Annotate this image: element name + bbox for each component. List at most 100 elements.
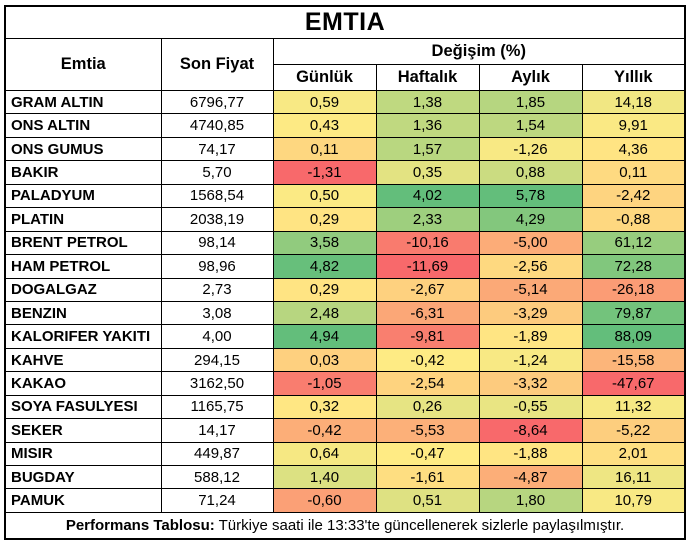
change-cell-monthly: -4,87 [478, 464, 583, 490]
commodity-name-cell: KAHVE [4, 347, 162, 373]
commodity-name-cell: GRAM ALTIN [4, 89, 162, 115]
commodity-name-cell: ONS GUMUS [4, 136, 162, 162]
change-cell-yearly: 61,12 [581, 230, 686, 256]
change-cell-yearly: 16,11 [581, 464, 686, 490]
last-price-cell: 4740,85 [160, 113, 274, 138]
change-cell-weekly: 4,02 [375, 183, 480, 209]
change-cell-weekly: -2,67 [375, 277, 480, 302]
change-cell-yearly: -2,42 [581, 183, 686, 209]
change-cell-daily: 0,50 [272, 183, 377, 209]
commodity-name-cell: BAKIR [4, 160, 162, 185]
last-price-cell: 14,17 [160, 418, 274, 443]
change-cell-weekly: 1,36 [375, 113, 480, 138]
column-header-last-price: Son Fiyat [160, 38, 274, 91]
change-cell-yearly: 88,09 [581, 324, 686, 349]
last-price-cell: 2,73 [160, 277, 274, 302]
change-cell-daily: 0,29 [272, 207, 377, 232]
commodity-name-cell: BUGDAY [4, 464, 162, 490]
change-cell-weekly: 1,38 [375, 89, 480, 115]
change-cell-daily: 0,43 [272, 113, 377, 138]
footer-note-label: Performans Tablosu: [65, 516, 215, 534]
change-cell-weekly: 0,26 [375, 394, 480, 420]
table-body: GRAM ALTIN 6796,77 0,59 1,38 1,85 14,18 ONS AL… [4, 89, 686, 513]
change-cell-yearly: -5,22 [581, 418, 686, 443]
change-cell-daily: 0,64 [272, 441, 377, 467]
last-price-cell: 5,70 [160, 160, 274, 185]
change-cell-monthly: -1,89 [478, 324, 583, 349]
column-header-daily: Günlük [272, 64, 377, 91]
change-cell-monthly: -1,26 [478, 136, 583, 162]
last-price-cell: 588,12 [160, 464, 274, 490]
change-cell-monthly: -2,56 [478, 254, 583, 279]
table-row: DOGALGAZ 2,73 0,29 -2,67 -5,14 -26,18 [4, 277, 686, 302]
commodity-name-cell: PAMUK [4, 488, 162, 513]
header-row-periods: Günlük Haftalık Aylık Yıllık [5, 64, 686, 91]
change-cell-monthly: 4,29 [478, 207, 583, 232]
table-row: BAKIR 5,70 -1,31 0,35 0,88 0,11 [4, 160, 686, 185]
change-cell-monthly: 0,88 [478, 160, 583, 185]
change-cell-daily: 0,29 [272, 277, 377, 302]
change-cell-weekly: -11,69 [375, 254, 480, 279]
table-row: BENZIN 3,08 2,48 -6,31 -3,29 79,87 [4, 300, 686, 326]
table-row: BRENT PETROL 98,14 3,58 -10,16 -5,00 61,12 [4, 230, 686, 256]
table-row: HAM PETROL 98,96 4,82 -11,69 -2,56 72,28 [4, 254, 686, 279]
change-cell-monthly: -1,24 [478, 347, 583, 373]
last-price-cell: 98,96 [160, 254, 274, 279]
commodity-name-cell: KAKAO [4, 371, 162, 396]
table-row: GRAM ALTIN 6796,77 0,59 1,38 1,85 14,18 [4, 89, 686, 115]
change-cell-yearly: 14,18 [581, 89, 686, 115]
last-price-cell: 1568,54 [160, 183, 274, 209]
page: EMTIA Emtia Son Fiyat Değişim (%) Günlük… [4, 5, 686, 540]
footer-row: Performans Tablosu: Türkiye saati ile 13… [4, 511, 686, 540]
change-cell-weekly: -6,31 [375, 300, 480, 326]
commodity-name-cell: BRENT PETROL [4, 230, 162, 256]
commodity-name-cell: DOGALGAZ [4, 277, 162, 302]
change-cell-monthly: -0,55 [478, 394, 583, 420]
change-cell-daily: 0,59 [272, 89, 377, 115]
change-cell-weekly: 0,35 [375, 160, 480, 185]
commodity-name-cell: HAM PETROL [4, 254, 162, 279]
last-price-cell: 1165,75 [160, 394, 274, 420]
change-cell-yearly: 2,01 [581, 441, 686, 467]
change-cell-monthly: -8,64 [478, 418, 583, 443]
table-row: KAHVE 294,15 0,03 -0,42 -1,24 -15,58 [4, 347, 686, 373]
change-cell-monthly: -5,00 [478, 230, 583, 256]
table-row: BUGDAY 588,12 1,40 -1,61 -4,87 16,11 [4, 464, 686, 490]
title-row: EMTIA [4, 5, 686, 39]
commodity-name-cell: PLATIN [4, 207, 162, 232]
change-cell-yearly: -47,67 [581, 371, 686, 396]
change-cell-monthly: -5,14 [478, 277, 583, 302]
change-cell-monthly: 1,54 [478, 113, 583, 138]
change-cell-monthly: -3,29 [478, 300, 583, 326]
change-cell-weekly: -0,47 [375, 441, 480, 467]
header-row-top: Emtia Son Fiyat Değişim (%) [4, 38, 686, 91]
change-cell-daily: 1,40 [272, 464, 377, 490]
change-cell-yearly: -26,18 [581, 277, 686, 302]
change-cell-yearly: 4,36 [581, 136, 686, 162]
change-cell-weekly: -2,54 [375, 371, 480, 396]
change-cell-daily: -1,31 [272, 160, 377, 185]
last-price-cell: 71,24 [160, 488, 274, 513]
change-cell-daily: 0,32 [272, 394, 377, 420]
footer-note-text: Türkiye saati ile 13:33'te güncellenerek… [214, 516, 625, 534]
commodity-name-cell: KALORIFER YAKITI [4, 324, 162, 349]
last-price-cell: 4,00 [160, 324, 274, 349]
change-cell-yearly: 10,79 [581, 488, 686, 513]
change-cell-daily: 4,94 [272, 324, 377, 349]
table-row: PAMUK 71,24 -0,60 0,51 1,80 10,79 [4, 488, 686, 513]
change-cell-daily: 4,82 [272, 254, 377, 279]
change-cell-daily: 3,58 [272, 230, 377, 256]
table-row: ONS GUMUS 74,17 0,11 1,57 -1,26 4,36 [4, 136, 686, 162]
column-header-monthly: Aylık [478, 64, 583, 91]
commodity-name-cell: SOYA FASULYESI [4, 394, 162, 420]
last-price-cell: 74,17 [160, 136, 274, 162]
change-cell-daily: -0,60 [272, 488, 377, 513]
last-price-cell: 6796,77 [160, 89, 274, 115]
change-cell-yearly: 79,87 [581, 300, 686, 326]
table-row: SOYA FASULYESI 1165,75 0,32 0,26 -0,55 11,32 [4, 394, 686, 420]
column-header-yearly: Yıllık [581, 64, 686, 91]
change-cell-daily: 0,03 [272, 347, 377, 373]
change-cell-yearly: -15,58 [581, 347, 686, 373]
last-price-cell: 98,14 [160, 230, 274, 256]
last-price-cell: 294,15 [160, 347, 274, 373]
